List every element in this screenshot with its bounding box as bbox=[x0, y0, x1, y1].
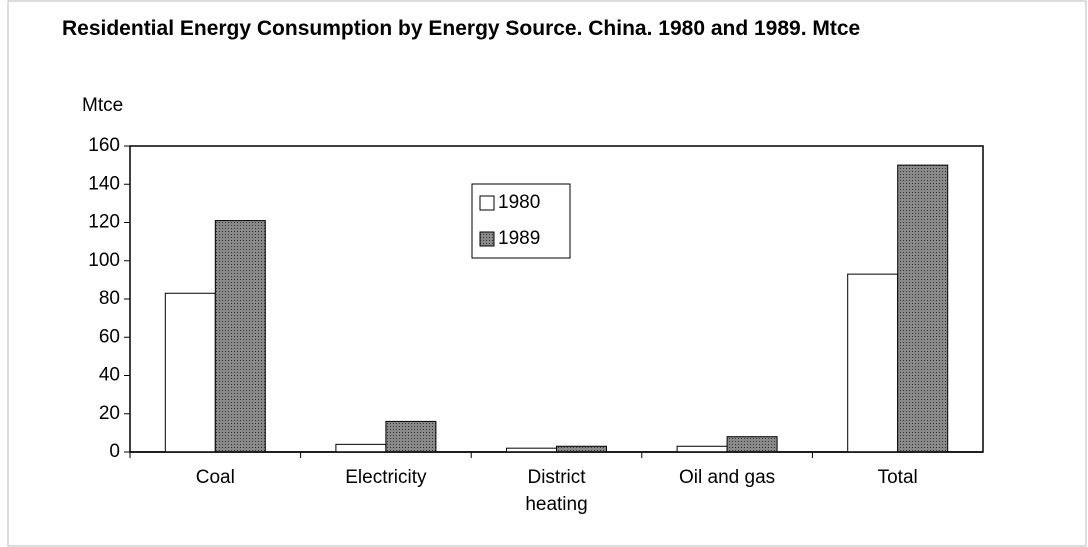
bar bbox=[385, 420, 437, 453]
frame bbox=[7, 0, 1087, 547]
y-tick-label: 40 bbox=[99, 365, 120, 386]
y-tick-label: 120 bbox=[88, 212, 120, 233]
x-tick-label: Electricity bbox=[345, 467, 427, 488]
y-tick-label: 80 bbox=[99, 288, 120, 309]
bar bbox=[847, 273, 899, 453]
y-tick-label: 20 bbox=[99, 403, 120, 424]
legend-swatch bbox=[479, 195, 495, 211]
bar bbox=[556, 445, 607, 453]
legend-label: 1980 bbox=[498, 192, 540, 213]
bar bbox=[726, 436, 778, 453]
y-tick-label: 140 bbox=[88, 173, 120, 194]
x-tick-label: District heating bbox=[525, 467, 588, 515]
x-tick-label: Oil and gas bbox=[679, 467, 776, 488]
y-tick-label: 60 bbox=[99, 326, 120, 347]
y-tick-label: 160 bbox=[88, 135, 120, 156]
y-tick-label: 100 bbox=[88, 250, 120, 271]
y-axis-label: Mtce bbox=[82, 95, 123, 116]
legend-swatch bbox=[479, 231, 495, 247]
bar bbox=[335, 443, 387, 453]
legend-label: 1989 bbox=[498, 228, 540, 249]
y-tick-label: 0 bbox=[109, 441, 120, 462]
x-tick-label: Coal bbox=[195, 467, 235, 488]
bar bbox=[897, 164, 949, 453]
bar bbox=[214, 220, 266, 453]
bar bbox=[164, 292, 216, 453]
chart-title: Residential Energy Consumption by Energy… bbox=[62, 17, 861, 40]
bar bbox=[676, 445, 728, 453]
x-tick-label: Total bbox=[877, 467, 918, 488]
